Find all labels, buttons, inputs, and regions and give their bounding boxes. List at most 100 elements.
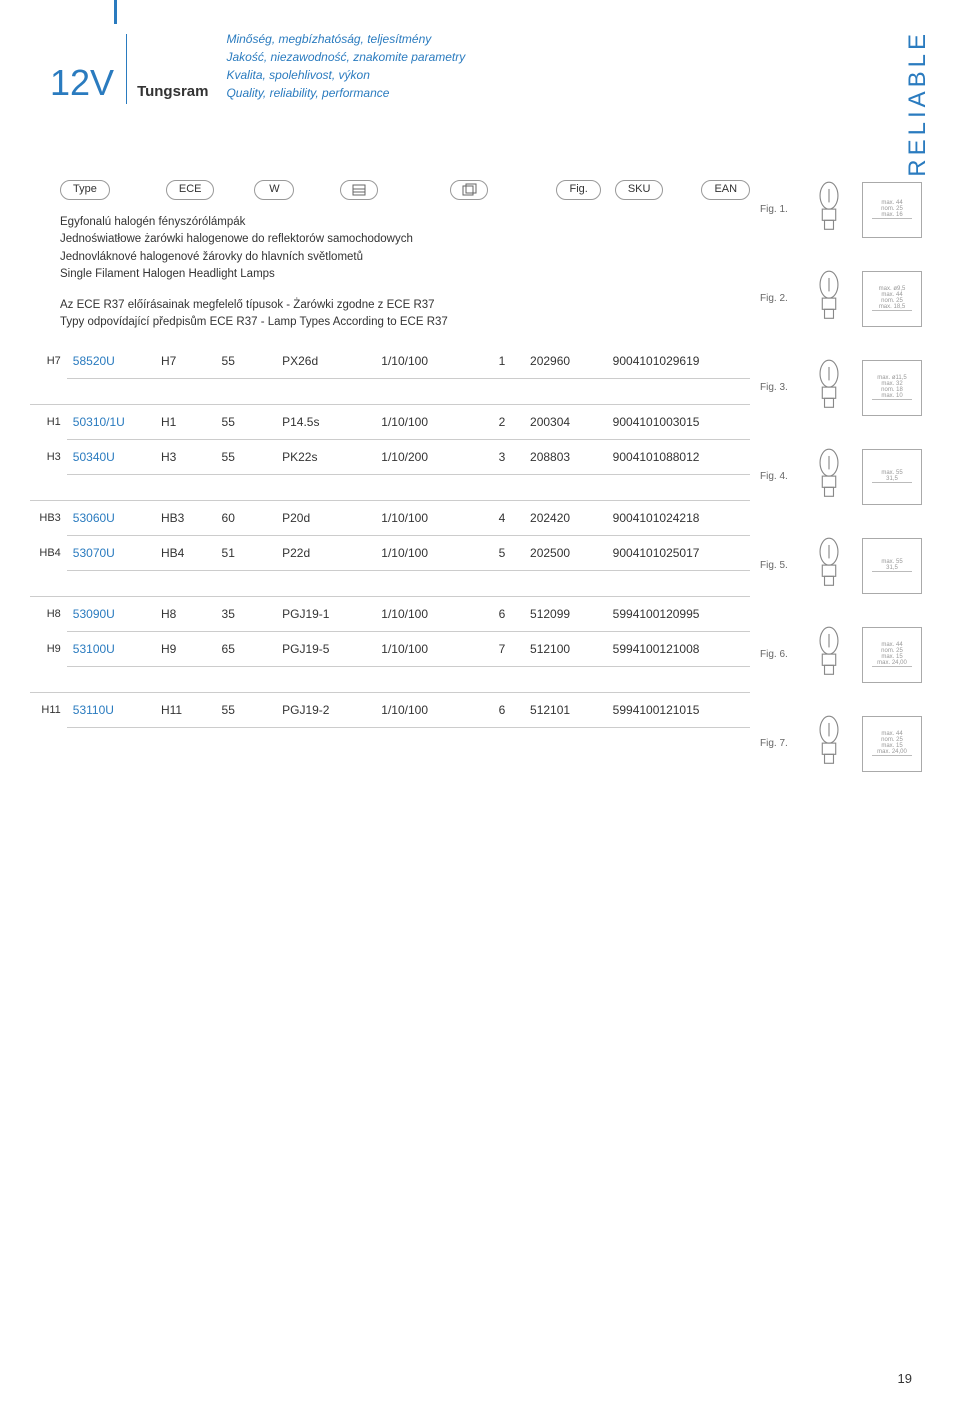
- cell-sku: 202500: [524, 535, 607, 570]
- figure-label: Fig. 7.: [760, 738, 796, 749]
- figure-diagram: max. 44nom. 25max. 15max. 24,00: [862, 627, 922, 683]
- cell-base: PK22s: [276, 439, 375, 474]
- col-type: Type: [60, 180, 110, 200]
- cell-fig: 1: [480, 344, 524, 379]
- cell-type: 50340U: [67, 439, 155, 474]
- figure-diagram: max. 44nom. 25max. 15max. 24,00: [862, 716, 922, 772]
- row-label: H3: [30, 439, 67, 474]
- cell-sku: 202960: [524, 344, 607, 379]
- figure-item: Fig. 5. max. 5531,5: [760, 536, 930, 595]
- cell-type: 53070U: [67, 535, 155, 570]
- table-row: HB453070UHB451P22d1/10/10052025009004101…: [30, 535, 750, 570]
- cell-ean: 9004101024218: [607, 500, 750, 535]
- cell-pack: 1/10/200: [375, 439, 480, 474]
- side-brand-label: RELIABLE: [904, 30, 932, 177]
- bulb-icon: [804, 358, 854, 417]
- cell-watt: 35: [216, 596, 277, 631]
- cell-ean: 5994100121015: [607, 692, 750, 727]
- cell-type: 53110U: [67, 692, 155, 727]
- cell-ece: H7: [155, 344, 216, 379]
- cell-type: 58520U: [67, 344, 155, 379]
- cell-type: 53090U: [67, 596, 155, 631]
- cell-watt: 55: [216, 439, 277, 474]
- cell-ece: H1: [155, 404, 216, 439]
- cell-sku: 512099: [524, 596, 607, 631]
- top-accent: [114, 0, 117, 24]
- cell-pack: 1/10/100: [375, 404, 480, 439]
- figure-label: Fig. 2.: [760, 293, 796, 304]
- cell-pack: 1/10/100: [375, 692, 480, 727]
- figure-label: Fig. 4.: [760, 471, 796, 482]
- page-header: 12V Tungsram Minőség, megbízhatóság, tel…: [50, 30, 465, 104]
- tagline: Quality, reliability, performance: [226, 84, 465, 102]
- figure-diagram: max. ø9,5max. 44nom. 25max. 18,5: [862, 271, 922, 327]
- figure-diagram: max. 44nom. 25max. 16: [862, 182, 922, 238]
- cell-fig: 6: [480, 692, 524, 727]
- cell-ean: 9004101025017: [607, 535, 750, 570]
- cell-sku: 512100: [524, 631, 607, 666]
- cell-pack: 1/10/100: [375, 596, 480, 631]
- table-row: H853090UH835PGJ19-11/10/1006512099599410…: [30, 596, 750, 631]
- figure-label: Fig. 1.: [760, 204, 796, 215]
- cell-base: P14.5s: [276, 404, 375, 439]
- bulb-icon: [804, 447, 854, 506]
- page-number: 19: [898, 1371, 912, 1386]
- cell-watt: 55: [216, 344, 277, 379]
- cell-fig: 5: [480, 535, 524, 570]
- col-ece: ECE: [166, 180, 215, 200]
- figure-item: Fig. 1. max. 44nom. 25max. 16: [760, 180, 930, 239]
- cell-watt: 65: [216, 631, 277, 666]
- row-label: H11: [30, 692, 67, 727]
- cell-ean: 5994100121008: [607, 631, 750, 666]
- row-gap: [30, 474, 750, 500]
- col-base-icon: [340, 180, 378, 200]
- cell-ece: H3: [155, 439, 216, 474]
- bulb-icon: [804, 714, 854, 773]
- tagline: Jakość, niezawodność, znakomite parametr…: [226, 48, 465, 66]
- tagline: Minőség, megbízhatóság, teljesítmény: [226, 30, 465, 48]
- cell-sku: 208803: [524, 439, 607, 474]
- figure-label: Fig. 5.: [760, 560, 796, 571]
- cell-base: P20d: [276, 500, 375, 535]
- table-row: H953100UH965PGJ19-51/10/1007512100599410…: [30, 631, 750, 666]
- table-row: HB353060UHB360P20d1/10/10042024209004101…: [30, 500, 750, 535]
- cell-fig: 2: [480, 404, 524, 439]
- cell-pack: 1/10/100: [375, 535, 480, 570]
- row-label: HB4: [30, 535, 67, 570]
- figure-item: Fig. 4.max. 5531,5: [760, 447, 930, 506]
- cell-sku: 202420: [524, 500, 607, 535]
- cell-base: PX26d: [276, 344, 375, 379]
- figure-diagram: max. ø11,5max. 32nom. 18max. 10: [862, 360, 922, 416]
- cell-ean: 9004101029619: [607, 344, 750, 379]
- cell-ece: HB4: [155, 535, 216, 570]
- bulb-icon: [804, 625, 854, 684]
- row-label: HB3: [30, 500, 67, 535]
- cell-ean: 9004101088012: [607, 439, 750, 474]
- figures-column: Fig. 1. max. 44nom. 25max. 16 Fig. 2. max. …: [760, 180, 930, 803]
- table-row: H350340UH355PK22s1/10/200320880390041010…: [30, 439, 750, 474]
- figure-label: Fig. 6.: [760, 649, 796, 660]
- cell-ean: 5994100120995: [607, 596, 750, 631]
- bulb-icon: [804, 269, 854, 328]
- col-pack-icon: [450, 180, 488, 200]
- cell-pack: 1/10/100: [375, 631, 480, 666]
- cell-base: P22d: [276, 535, 375, 570]
- col-ean: EAN: [701, 180, 750, 200]
- row-label: H8: [30, 596, 67, 631]
- voltage-label: 12V: [50, 62, 114, 104]
- figure-item: Fig. 6. max. 44nom. 25max. 15max. 24,00: [760, 625, 930, 684]
- cell-ece: H9: [155, 631, 216, 666]
- bulb-icon: [804, 180, 854, 239]
- row-gap: [30, 570, 750, 596]
- cell-watt: 55: [216, 404, 277, 439]
- figure-label: Fig. 3.: [760, 382, 796, 393]
- table-row: H1153110UH1155PGJ19-21/10/10065121015994…: [30, 692, 750, 727]
- bulb-icon: [804, 536, 854, 595]
- cell-ece: H11: [155, 692, 216, 727]
- col-watt: W: [254, 180, 294, 200]
- cell-pack: 1/10/100: [375, 500, 480, 535]
- cell-fig: 7: [480, 631, 524, 666]
- figure-diagram: max. 5531,5: [862, 538, 922, 594]
- cell-fig: 3: [480, 439, 524, 474]
- cell-base: PGJ19-2: [276, 692, 375, 727]
